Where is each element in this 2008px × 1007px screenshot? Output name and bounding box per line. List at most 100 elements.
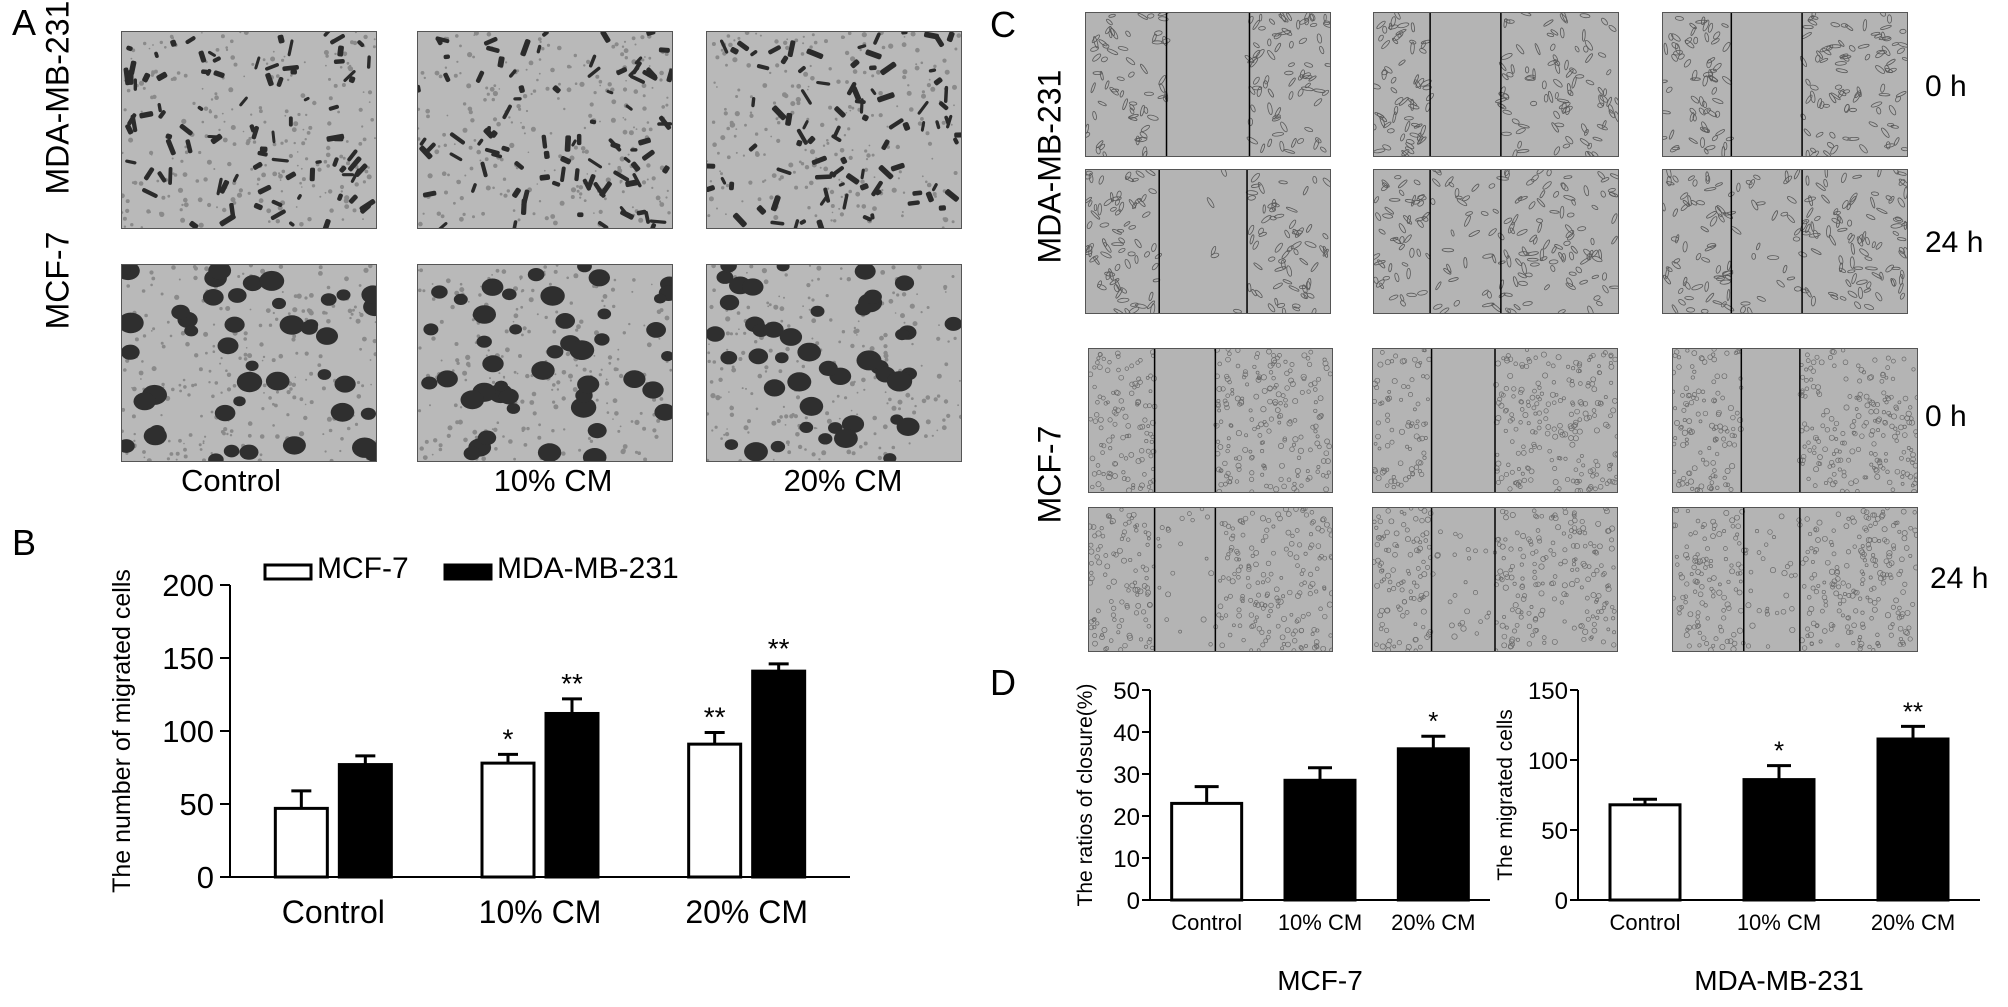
pore-dot [418,222,423,227]
pore-dot [270,57,275,62]
pore-dot [769,195,773,199]
pore-dot [513,458,516,461]
pore-dot [786,440,790,444]
pore-dot [727,34,731,38]
pore-dot [945,70,950,75]
pore-dot [146,209,150,213]
pore-dot [248,192,251,195]
pore-dot [168,440,171,443]
pore-dot [213,345,216,348]
pore-dot [773,305,778,310]
stained-cell [834,429,858,448]
pore-dot [933,65,936,68]
pore-dot [624,48,629,53]
pore-dot [715,395,720,400]
pore-dot [244,353,248,357]
pore-dot [312,184,315,187]
pore-dot [847,127,850,130]
pore-dot [785,424,787,426]
pore-dot [827,419,832,424]
pore-dot [533,89,536,92]
pore-dot [726,127,730,131]
pore-dot [612,46,614,48]
pore-dot [841,196,843,198]
pore-dot [319,354,323,358]
pore-dot [259,106,262,109]
pore-dot [216,48,220,52]
pore-dot [539,41,541,43]
pore-dot [762,83,767,88]
stained-cell [494,381,508,392]
pore-dot [223,427,227,431]
pore-dot [576,324,581,329]
pore-dot [842,330,845,333]
pore-dot [243,76,245,78]
pore-dot [472,56,475,59]
pore-dot [340,437,344,441]
pore-dot [857,392,859,394]
pore-dot [807,206,810,209]
stained-cell [589,269,610,286]
pore-dot [640,412,643,415]
pore-dot [167,195,170,198]
stained-cell [939,205,947,211]
pore-dot [142,289,146,293]
pore-dot [808,297,811,300]
pore-dot [526,427,529,430]
pore-dot [524,443,528,447]
pore-dot [779,369,783,373]
pore-dot [554,270,558,274]
pore-dot [755,33,757,35]
pore-dot [713,82,715,84]
pore-dot [892,446,896,450]
pore-dot [278,174,283,179]
pore-dot [633,126,635,128]
pore-dot [272,358,276,362]
pore-dot [829,318,832,321]
pore-dot [607,411,610,414]
pore-dot [290,74,293,77]
pore-dot [213,324,215,326]
pore-dot [462,371,467,376]
pore-dot [203,177,207,181]
pore-dot [720,367,723,370]
pore-dot [659,71,664,76]
pore-dot [144,314,148,318]
pore-dot [579,320,583,324]
pore-dot [139,181,144,186]
pore-dot [901,214,904,217]
pore-dot [858,320,860,322]
pore-dot [185,342,190,347]
pore-dot [811,318,816,323]
pore-dot [423,455,428,460]
pore-dot [561,451,565,455]
stained-cell [184,325,198,336]
pore-dot [219,307,222,310]
pore-dot [264,164,267,167]
pore-dot [143,42,146,45]
pore-dot [239,188,243,192]
pore-dot [194,353,198,357]
pore-dot [821,450,826,455]
pore-dot [363,138,367,142]
stained-cell [331,403,355,422]
pore-dot [826,294,829,297]
pore-dot [454,143,456,145]
pore-dot [288,312,291,315]
pore-dot [747,419,751,423]
pore-dot [339,155,343,159]
pore-dot [347,62,350,65]
pore-dot [930,87,935,92]
pore-dot [574,54,577,57]
stained-cell [266,372,290,391]
wound-image-mda-20cm-0h [1662,12,1908,157]
pore-dot [529,400,534,405]
pore-dot [359,348,362,351]
pore-dot [795,432,800,437]
pore-dot [307,131,311,135]
pore-dot [459,287,464,292]
pore-dot [799,316,802,319]
stained-cell [464,447,481,461]
pore-dot [523,94,527,98]
panel-a-row-label-mda: MDA-MB-231 [40,15,77,195]
